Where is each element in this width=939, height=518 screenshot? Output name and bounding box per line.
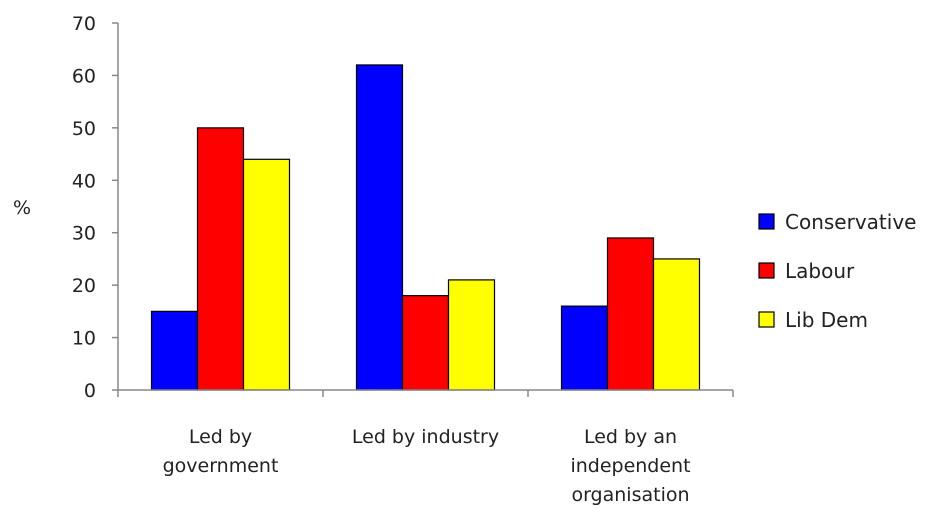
legend-swatch xyxy=(758,262,775,279)
legend-label: Conservative xyxy=(785,210,916,234)
bars xyxy=(150,64,701,391)
bar-lib-dem xyxy=(447,279,496,391)
y-axis: 0 10 20 30 40 50 60 70 xyxy=(72,13,119,402)
bar-labour xyxy=(401,295,450,391)
legend-label: Lib Dem xyxy=(785,308,868,332)
y-tick-label: 70 xyxy=(72,13,96,35)
y-tick-label: 50 xyxy=(72,118,96,140)
bar-conservative xyxy=(150,310,199,391)
legend-label: Labour xyxy=(785,259,855,283)
bar-lib-dem xyxy=(652,258,701,391)
x-category-label: Led by an independent organisation xyxy=(570,426,690,506)
bar-lib-dem xyxy=(242,158,291,391)
bar-conservative xyxy=(355,64,404,391)
x-category-label-line: Led by xyxy=(189,426,252,448)
y-tick-label: 60 xyxy=(72,65,96,87)
x-category-label-line: government xyxy=(163,455,279,477)
legend: Conservative Labour Lib Dem xyxy=(758,210,916,332)
y-tick-label: 20 xyxy=(72,275,96,297)
y-tick-label: 10 xyxy=(72,328,96,350)
x-category-label: Led by government xyxy=(163,426,279,477)
y-tick-label: 30 xyxy=(72,223,96,245)
x-axis: Led by government Led by industry Led by an… xyxy=(117,389,734,506)
bar-labour xyxy=(606,237,655,391)
x-category-label: Led by industry xyxy=(352,426,499,448)
y-axis-label: % xyxy=(13,197,31,219)
x-category-label-line: Led by industry xyxy=(352,426,499,448)
legend-swatch xyxy=(758,213,775,230)
y-tick-label: 40 xyxy=(72,170,96,192)
x-category-label-line: organisation xyxy=(571,484,689,506)
bar-labour xyxy=(196,127,245,391)
x-category-label-line: Led by an xyxy=(584,426,677,448)
legend-swatch xyxy=(758,311,775,328)
x-category-label-line: independent xyxy=(570,455,690,477)
y-tick-label: 0 xyxy=(84,380,96,402)
bar-conservative xyxy=(560,305,609,391)
